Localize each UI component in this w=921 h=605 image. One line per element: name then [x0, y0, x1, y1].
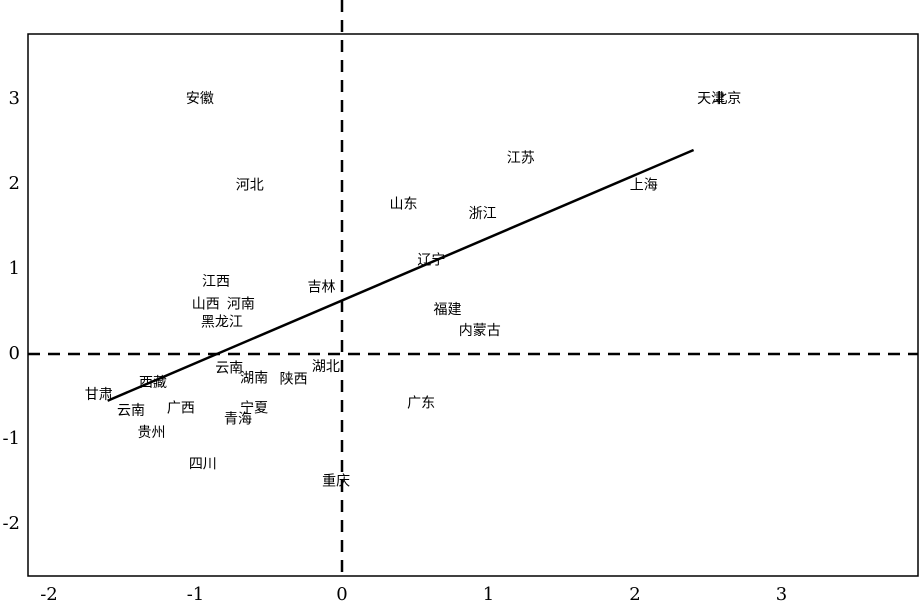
point-label: 云南	[215, 360, 243, 376]
point-label: 江苏	[507, 151, 535, 167]
point-label: 江西	[202, 274, 230, 290]
point-label: 西藏	[139, 375, 167, 391]
point-label: 黑龙江	[201, 315, 243, 331]
point-label: 河南	[227, 297, 255, 313]
point-label: 福建	[433, 302, 461, 318]
point-label: 浙江	[469, 206, 497, 222]
x-tick-label: 3	[776, 584, 787, 605]
point-label: 河北	[236, 178, 264, 194]
point-label: 广东	[407, 395, 435, 411]
point-label: 青海	[224, 411, 252, 427]
x-tick-labels: -2-101234	[40, 584, 787, 605]
point-label: 上海	[630, 178, 658, 194]
trend-line	[107, 148, 695, 402]
point-label: 甘肃	[85, 387, 113, 403]
point-label: 山东	[390, 196, 418, 212]
x-tick-label: 1	[483, 584, 494, 605]
reference-lines	[28, 0, 918, 576]
point-label: 四川	[189, 457, 217, 473]
y-tick-label: 3	[9, 88, 20, 109]
point-label: 广西	[167, 400, 195, 416]
point-label: 湖南	[240, 371, 268, 387]
point-label: 宁夏	[240, 399, 268, 416]
point-label: 辽宁	[417, 252, 445, 269]
plot-frame	[27, 33, 919, 577]
point-label: 云南	[117, 403, 145, 419]
point-label: 天津	[697, 91, 725, 107]
y-tick-label: -1	[2, 428, 20, 449]
point-label: 陕西	[280, 372, 308, 388]
x-tick-label: 2	[629, 584, 640, 605]
point-label: 贵州	[138, 425, 166, 441]
y-tick-label: -2	[2, 513, 20, 534]
x-tick-label: -1	[187, 584, 205, 605]
x-tick-label: 0	[336, 584, 347, 605]
point-label: 湖北	[312, 359, 340, 375]
point-label: 吉林	[307, 280, 335, 296]
y-tick-label: 0	[9, 343, 20, 364]
y-tick-label: 1	[9, 258, 20, 279]
point-label: 安徽	[186, 91, 214, 107]
point-label: 内蒙古	[459, 323, 501, 339]
x-tick-label: -2	[40, 584, 58, 605]
point-label: 北京	[713, 91, 741, 107]
trend-line-group	[107, 148, 695, 402]
y-tick-label: 2	[9, 173, 20, 194]
point-label: 重庆	[322, 474, 350, 490]
point-label: 山西	[192, 297, 220, 313]
y-tick-labels: 3 2 1 0 -1 -2	[2, 88, 20, 534]
